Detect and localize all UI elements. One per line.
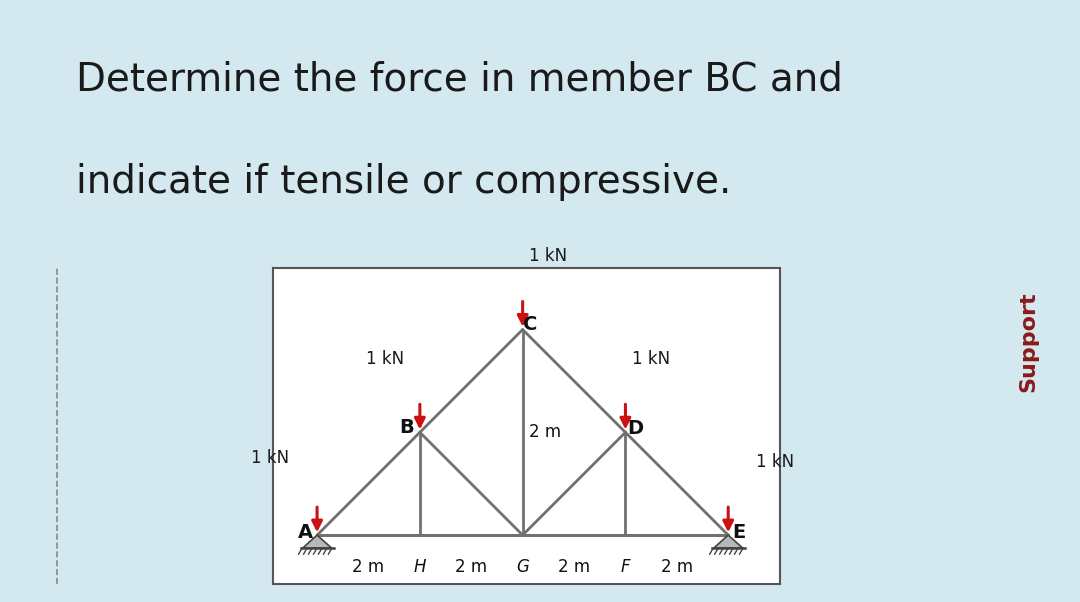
- Text: indicate if tensile or compressive.: indicate if tensile or compressive.: [76, 163, 731, 200]
- Text: Determine the force in member BC and: Determine the force in member BC and: [76, 60, 842, 98]
- Text: A: A: [298, 523, 313, 542]
- Text: 2 m: 2 m: [558, 558, 590, 576]
- Text: 1 kN: 1 kN: [632, 350, 670, 368]
- Text: 2 m: 2 m: [529, 423, 561, 441]
- Text: 1 kN: 1 kN: [366, 350, 404, 368]
- Text: 2 m: 2 m: [352, 558, 384, 576]
- Text: B: B: [400, 418, 415, 436]
- Text: H: H: [414, 558, 427, 576]
- Text: F: F: [621, 558, 631, 576]
- Text: E: E: [732, 523, 745, 542]
- Text: D: D: [627, 419, 644, 438]
- Text: 2 m: 2 m: [661, 558, 693, 576]
- Text: 2 m: 2 m: [455, 558, 487, 576]
- Text: 1 kN: 1 kN: [251, 449, 288, 467]
- Text: G: G: [516, 558, 529, 576]
- Polygon shape: [302, 535, 332, 548]
- Text: Support: Support: [1018, 291, 1039, 392]
- Text: 1 kN: 1 kN: [756, 453, 795, 471]
- Text: C: C: [523, 315, 538, 334]
- Text: 1 kN: 1 kN: [529, 247, 567, 265]
- Polygon shape: [714, 535, 743, 548]
